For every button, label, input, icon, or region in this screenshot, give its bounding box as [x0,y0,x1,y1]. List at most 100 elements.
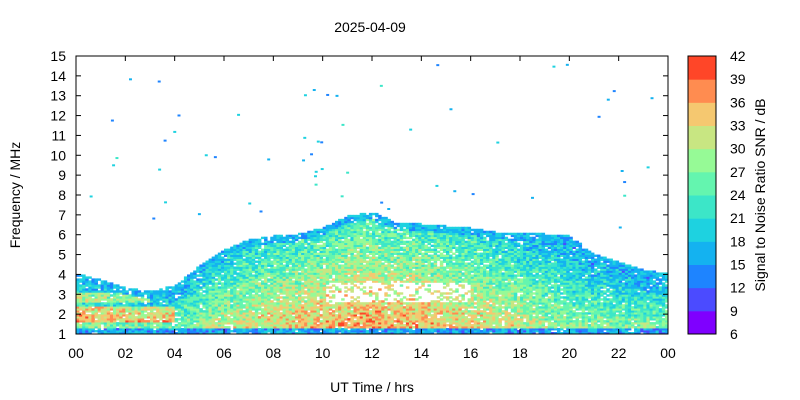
heatmap-cell [442,318,447,321]
heatmap-cell [375,232,379,236]
heatmap-cell [267,302,271,305]
heatmap-cell [291,322,296,325]
heatmap-cell [350,262,354,265]
heatmap-cell [433,254,438,257]
heatmap-cell [378,240,382,244]
heatmap-cell [427,302,431,305]
heatmap-cell [464,272,468,275]
heatmap-cell [387,294,391,297]
heatmap-cell [214,330,219,333]
heatmap-cell [273,332,277,335]
heatmap-cell [254,318,259,321]
heatmap-cell [458,232,462,236]
heatmap-cell [461,278,465,281]
heatmap-cell [387,288,391,291]
heatmap-cell [384,324,388,327]
heatmap-cell [436,308,441,311]
heatmap-cell [76,278,80,281]
heatmap-cell [193,300,197,303]
heatmap-cell [412,332,416,335]
heatmap-cell [350,314,354,317]
heatmap-cell [325,236,330,240]
heatmap-cell [328,228,333,232]
heatmap-cell [381,250,385,253]
heatmap-cell [347,238,351,242]
heatmap-cell [113,330,117,333]
heatmap-cell [230,294,234,297]
heatmap-cell [390,258,394,261]
heatmap-cell [291,262,296,265]
heatmap-cell [285,310,290,313]
heatmap-cell [227,286,231,289]
heatmap-cell [347,262,351,265]
heatmap-cell [442,292,447,295]
heatmap-cell [199,332,203,335]
heatmap-cell [294,300,299,303]
heatmap-cell [381,316,385,319]
heatmap-cell [310,248,314,251]
heatmap-cell [190,282,194,285]
heatmap-cell [365,332,370,335]
heatmap-cell [365,330,370,333]
heatmap-cell [298,288,302,291]
heatmap-cell [405,270,410,273]
heatmap-cell [214,318,219,321]
heatmap-cell [365,268,370,271]
heatmap-cell [254,244,259,248]
heatmap-cell [449,302,453,305]
heatmap-cell [378,324,382,327]
heatmap-cell [304,238,308,242]
heatmap-cell [196,330,200,333]
heatmap-cell [418,228,422,232]
heatmap-cell [362,320,367,323]
heatmap-cell [150,326,154,329]
heatmap-cell [190,280,194,283]
heatmap-cell [187,292,191,295]
heatmap-cell [202,270,206,273]
heatmap-cell [307,258,311,261]
heatmap-cell [449,236,453,240]
heatmap-cell [190,314,194,317]
heatmap-cell [455,312,459,315]
heatmap-cell [396,252,401,255]
heatmap-cell [365,312,370,315]
heatmap-cell [449,316,453,319]
heatmap-cell [193,304,197,307]
heatmap-cell [347,220,351,224]
heatmap-cell [85,276,89,279]
heatmap-cell [190,292,194,295]
heatmap-cell [424,266,428,269]
heatmap-cell [390,310,394,313]
heatmap-cell [113,322,117,325]
heatmap-cell [230,262,234,265]
heatmap-cell [199,320,203,323]
heatmap-cell [134,294,139,297]
heatmap-cell [464,246,468,250]
heatmap-cell [264,308,268,311]
heatmap-cell [418,306,422,309]
heatmap-cell [415,240,419,244]
heatmap-cell [236,272,240,275]
heatmap-cell [461,258,465,261]
heatmap-cell [331,322,336,325]
heatmap-cell [402,248,407,251]
heatmap-cell [279,236,283,240]
heatmap-cell [193,276,197,279]
heatmap-cell [452,298,456,301]
heatmap-cell [267,270,271,273]
heatmap-cell [390,304,394,307]
heatmap-cell [205,292,209,295]
heatmap-cell [128,300,132,303]
heatmap-cell [427,224,431,228]
heatmap-cell [94,314,98,317]
heatmap-cell [97,294,102,297]
heatmap-cell [301,330,305,333]
heatmap-cell [233,310,237,313]
heatmap-cell [91,282,95,285]
heatmap-cell [347,232,351,236]
heatmap-cell [205,302,209,305]
heatmap-cell [316,262,320,265]
heatmap-cell [257,276,262,279]
heatmap-cell [304,272,308,275]
heatmap-cell [365,324,370,327]
